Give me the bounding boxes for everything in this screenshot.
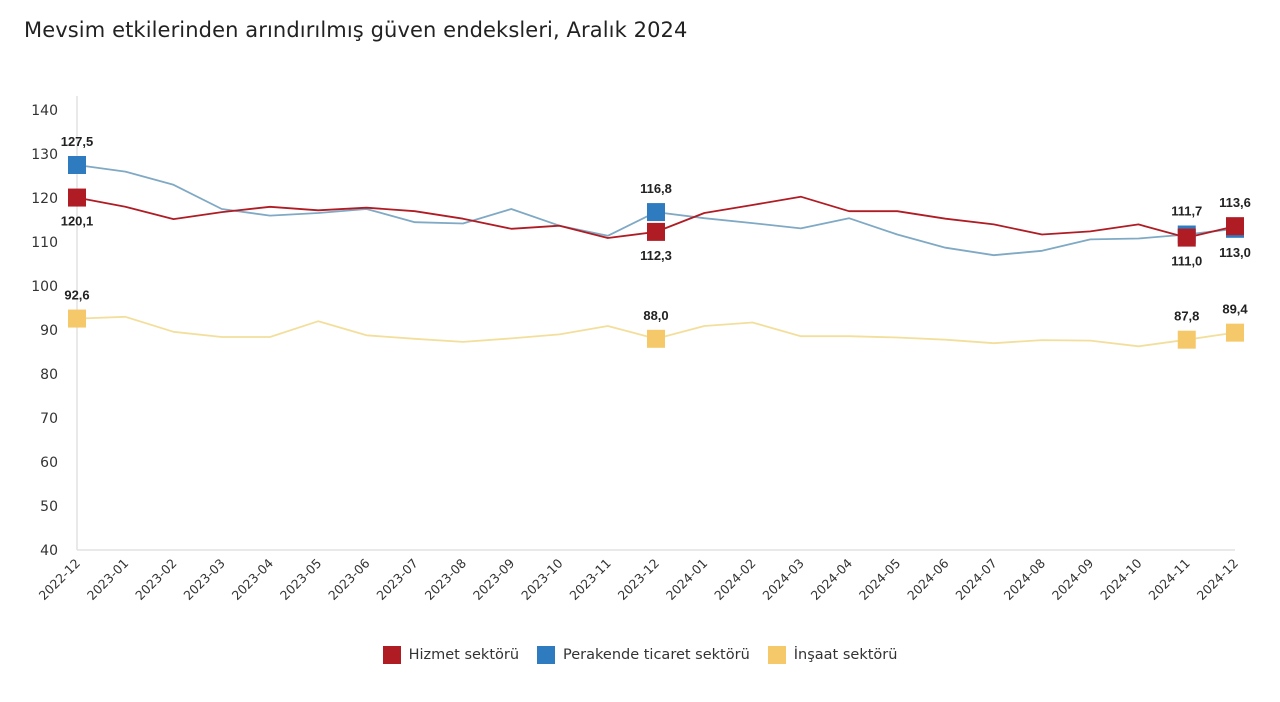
x-tick-label: 2023-02 bbox=[132, 556, 180, 604]
legend-label-hizmet: Hizmet sektörü bbox=[408, 647, 520, 663]
marker-insaat bbox=[647, 329, 665, 348]
x-tick-label: 2023-09 bbox=[470, 555, 518, 603]
x-tick-label: 2023-01 bbox=[84, 556, 132, 604]
data-label-hizmet: 113,6 bbox=[1219, 195, 1251, 210]
x-tick-label: 2024-06 bbox=[904, 555, 952, 603]
marker-hizmet bbox=[68, 188, 86, 207]
marker-perakende bbox=[647, 203, 665, 222]
x-tick-label: 2024-10 bbox=[1097, 555, 1145, 603]
legend-swatch-hizmet bbox=[382, 646, 401, 664]
x-tick-label: 2024-04 bbox=[808, 555, 856, 603]
y-tick-label: 140 bbox=[31, 103, 58, 119]
legend-item-insaat[interactable]: İnşaat sektörü bbox=[767, 646, 898, 664]
x-tick-label: 2024-02 bbox=[711, 556, 759, 604]
x-tick-label: 2023-06 bbox=[325, 555, 373, 603]
x-tick-label: 2023-05 bbox=[277, 556, 325, 604]
y-tick-label: 70 bbox=[40, 411, 58, 427]
legend: Hizmet sektörü Perakende ticaret sektörü… bbox=[0, 646, 1280, 664]
legend-item-hizmet[interactable]: Hizmet sektörü bbox=[382, 646, 520, 664]
marker-hizmet bbox=[1177, 228, 1196, 247]
data-label-insaat: 88,0 bbox=[643, 308, 668, 323]
data-label-perakende: 127,5 bbox=[61, 134, 94, 149]
y-tick-label: 90 bbox=[40, 323, 58, 339]
data-label-hizmet: 120,1 bbox=[61, 214, 94, 229]
legend-swatch-perakende bbox=[537, 646, 556, 664]
y-tick-label: 110 bbox=[31, 235, 58, 251]
data-label-insaat: 89,4 bbox=[1222, 302, 1248, 317]
y-tick-label: 100 bbox=[31, 279, 58, 295]
series-markers bbox=[68, 156, 1244, 349]
x-tick-label: 2023-12 bbox=[615, 556, 663, 604]
x-tick-label: 2023-07 bbox=[373, 556, 421, 604]
y-tick-label: 50 bbox=[40, 499, 58, 515]
x-tick-label: 2023-08 bbox=[422, 555, 470, 603]
marker-insaat bbox=[68, 309, 86, 328]
marker-hizmet bbox=[1226, 217, 1244, 236]
data-label-hizmet: 111,0 bbox=[1171, 254, 1202, 269]
data-labels: 92,6 88,0 87,8 89,4 127,5 116,8 111,7 113,0 120,… bbox=[61, 134, 1251, 324]
legend-item-perakende[interactable]: Perakende ticaret sektörü bbox=[537, 646, 750, 664]
data-label-insaat: 92,6 bbox=[64, 288, 89, 303]
x-tick-label: 2023-11 bbox=[566, 556, 614, 604]
x-tick-label: 2024-03 bbox=[759, 556, 807, 604]
y-tick-label: 60 bbox=[40, 455, 58, 471]
x-tick-label: 2023-03 bbox=[180, 556, 228, 604]
x-tick-label: 2024-07 bbox=[952, 556, 1000, 604]
x-tick-label: 2024-09 bbox=[1049, 555, 1097, 603]
y-tick-label: 130 bbox=[31, 147, 58, 163]
y-tick-label: 80 bbox=[40, 367, 58, 383]
marker-hizmet bbox=[647, 222, 665, 241]
x-tick-label: 2024-12 bbox=[1194, 556, 1242, 604]
x-tick-label: 2022-12 bbox=[36, 556, 84, 604]
x-tick-label: 2023-10 bbox=[518, 555, 566, 603]
x-tick-label: 2023-04 bbox=[229, 555, 277, 603]
data-label-perakende: 113,0 bbox=[1219, 245, 1251, 260]
data-label-perakende: 116,8 bbox=[640, 181, 672, 196]
y-tick-label: 40 bbox=[40, 543, 58, 559]
data-label-insaat: 87,8 bbox=[1174, 309, 1199, 324]
x-tick-label: 2024-11 bbox=[1145, 556, 1193, 604]
data-label-perakende: 111,7 bbox=[1171, 204, 1202, 219]
legend-label-perakende: Perakende ticaret sektörü bbox=[563, 647, 750, 663]
marker-perakende bbox=[68, 156, 86, 174]
x-tick-label: 2024-01 bbox=[663, 556, 711, 604]
data-label-hizmet: 112,3 bbox=[640, 248, 672, 263]
x-tick-label: 2024-05 bbox=[856, 556, 904, 604]
marker-insaat bbox=[1226, 323, 1244, 342]
x-tick-label: 2024-08 bbox=[1001, 555, 1049, 603]
legend-label-insaat: İnşaat sektörü bbox=[793, 647, 898, 663]
chart-title: Mevsim etkilerinden arındırılmış güven e… bbox=[24, 18, 688, 42]
y-tick-label: 120 bbox=[31, 191, 58, 207]
marker-insaat bbox=[1177, 330, 1196, 349]
legend-swatch-insaat bbox=[767, 646, 786, 664]
